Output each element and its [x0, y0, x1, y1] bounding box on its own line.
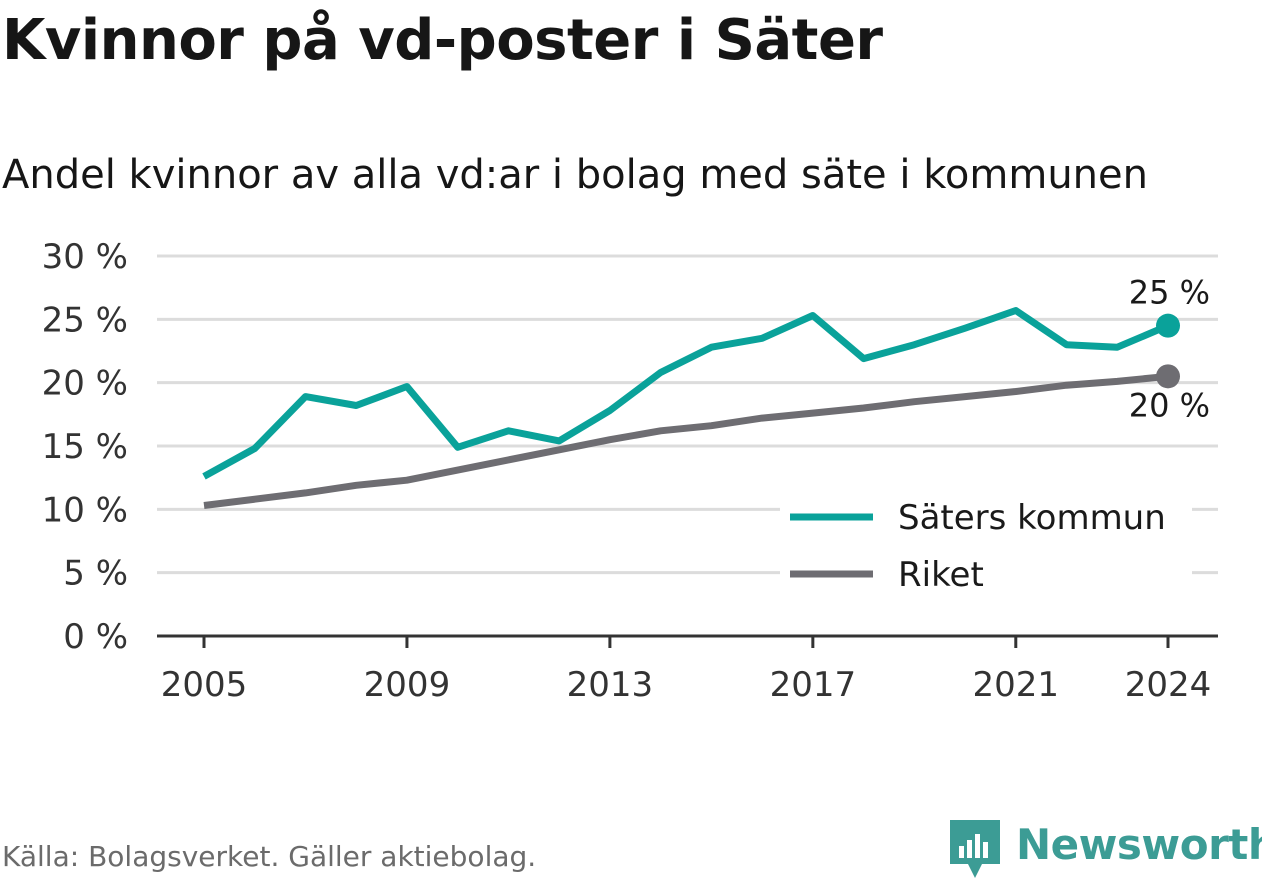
x-tick-label: 2021: [973, 665, 1060, 705]
brand-name: Newsworthy: [1016, 820, 1262, 869]
x-tick-label: 2005: [161, 665, 248, 705]
series-line-riket: [203, 372, 1169, 509]
chart-subtitle: Andel kvinnor av alla vd:ar i bolag med …: [2, 152, 1148, 198]
y-tick-label: 10 %: [42, 490, 128, 530]
end-point-riket: [1156, 364, 1180, 389]
series-line-kommun: [202, 307, 1170, 480]
x-tick-label: 2017: [770, 665, 857, 705]
y-tick-label: 30 %: [42, 237, 128, 277]
y-tick-label: 0 %: [63, 617, 128, 657]
y-tick-label: 15 %: [42, 427, 128, 467]
end-point-kommun: [1156, 313, 1180, 338]
y-tick-label: 5 %: [63, 554, 128, 594]
end-label-kommun: 25 %: [1129, 274, 1210, 312]
legend-background: [780, 492, 1192, 602]
source-note: Källa: Bolagsverket. Gäller aktiebolag.: [2, 840, 537, 873]
end-label-riket: 20 %: [1129, 386, 1210, 424]
newsworthy-icon: [950, 820, 1000, 878]
chart-title: Kvinnor på vd-poster i Säter: [2, 8, 883, 73]
x-tick-label: 2024: [1125, 665, 1212, 705]
y-tick-label: 25 %: [42, 300, 128, 340]
x-tick-label: 2009: [364, 665, 451, 705]
legend-label-kommun: Säters kommun: [898, 498, 1166, 538]
x-tick-label: 2013: [567, 665, 654, 705]
brand-logo: Newsworthy: [950, 818, 1262, 878]
legend-label-riket: Riket: [898, 555, 984, 595]
y-tick-label: 20 %: [42, 364, 128, 404]
